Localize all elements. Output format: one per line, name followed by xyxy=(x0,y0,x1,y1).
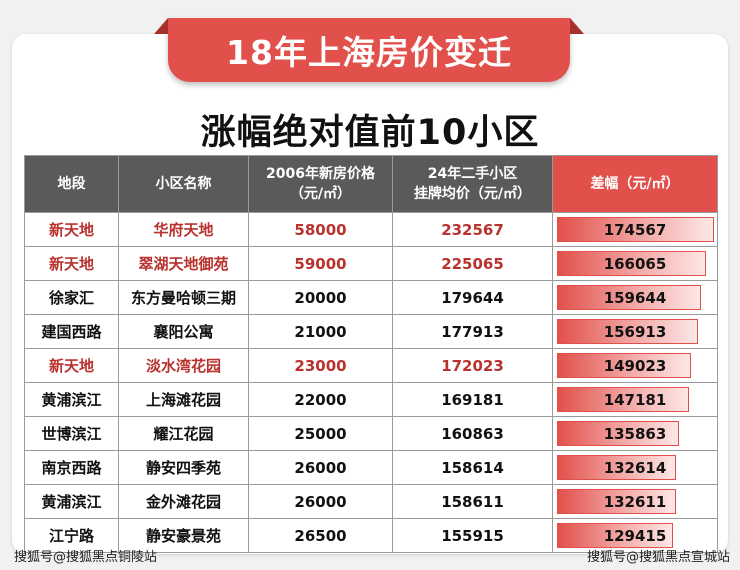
diff-value-label: 129415 xyxy=(603,526,667,545)
cell-name: 华府天地 xyxy=(118,212,249,247)
table-row: 新天地 华府天地 58000 232567 174567 xyxy=(24,212,718,247)
header-diff: 差幅（元/㎡） xyxy=(552,155,718,213)
cell-name: 襄阳公寓 xyxy=(118,314,249,349)
diff-bar xyxy=(557,455,677,480)
cell-area: 黄浦滨江 xyxy=(24,382,119,417)
cell-area: 新天地 xyxy=(24,212,119,247)
header-area: 地段 xyxy=(24,155,119,213)
table-body: 新天地 华府天地 58000 232567 174567 新天地 翠湖天地御苑 59000 22… xyxy=(24,212,718,553)
table-row: 南京西路 静安四季苑 26000 158614 132614 xyxy=(24,450,718,485)
cell-diff: 132611 xyxy=(552,484,718,519)
diff-value-label: 149023 xyxy=(603,356,667,375)
cell-price-2024: 169181 xyxy=(392,382,553,417)
cell-name: 金外滩花园 xyxy=(118,484,249,519)
diff-bar xyxy=(557,217,714,242)
cell-diff: 156913 xyxy=(552,314,718,349)
cell-name: 静安豪景苑 xyxy=(118,518,249,553)
cell-price-2024: 179644 xyxy=(392,280,553,315)
cell-area: 南京西路 xyxy=(24,450,119,485)
cell-diff: 129415 xyxy=(552,518,718,553)
cell-price-2024: 158614 xyxy=(392,450,553,485)
cell-diff: 135863 xyxy=(552,416,718,451)
cell-area: 新天地 xyxy=(24,348,119,383)
table-row: 世博滨江 耀江花园 25000 160863 135863 xyxy=(24,416,718,451)
cell-area: 世博滨江 xyxy=(24,416,119,451)
cell-price-2024: 160863 xyxy=(392,416,553,451)
table-subtitle: 涨幅绝对值前10小区 xyxy=(200,113,540,153)
table-row: 江宁路 静安豪景苑 26500 155915 129415 xyxy=(24,518,718,553)
cell-price-2024: 225065 xyxy=(392,246,553,281)
cell-price-2006: 59000 xyxy=(248,246,393,281)
cell-area: 徐家汇 xyxy=(24,280,119,315)
table-row: 建国西路 襄阳公寓 21000 177913 156913 xyxy=(24,314,718,349)
cell-price-2006: 26500 xyxy=(248,518,393,553)
table-row: 黄浦滨江 上海滩花园 22000 169181 147181 xyxy=(24,382,718,417)
diff-bar xyxy=(557,285,701,310)
diff-bar xyxy=(557,489,677,514)
cell-price-2006: 21000 xyxy=(248,314,393,349)
cell-diff: 159644 xyxy=(552,280,718,315)
cell-price-2024: 172023 xyxy=(392,348,553,383)
cell-price-2024: 177913 xyxy=(392,314,553,349)
header-price-2006: 2006年新房价格 （元/㎡） xyxy=(248,155,393,213)
header-price-2006-line2: （元/㎡） xyxy=(289,186,352,202)
cell-name: 淡水湾花园 xyxy=(118,348,249,383)
cell-name: 翠湖天地御苑 xyxy=(118,246,249,281)
cell-name: 静安四季苑 xyxy=(118,450,249,485)
diff-value-label: 135863 xyxy=(603,424,667,443)
cell-name: 东方曼哈顿三期 xyxy=(118,280,249,315)
table-row: 徐家汇 东方曼哈顿三期 20000 179644 159644 xyxy=(24,280,718,315)
cell-diff: 132614 xyxy=(552,450,718,485)
cell-price-2024: 232567 xyxy=(392,212,553,247)
diff-value-label: 159644 xyxy=(603,288,667,307)
header-price-2024-line1: 24年二手小区 xyxy=(427,166,518,182)
cell-diff: 174567 xyxy=(552,212,718,247)
cell-price-2006: 22000 xyxy=(248,382,393,417)
diff-bar xyxy=(557,353,692,378)
diff-bar xyxy=(557,421,680,446)
diff-bar xyxy=(557,387,690,412)
cell-name: 耀江花园 xyxy=(118,416,249,451)
header-name: 小区名称 xyxy=(118,155,249,213)
cell-price-2006: 26000 xyxy=(248,484,393,519)
cell-area: 建国西路 xyxy=(24,314,119,349)
watermark-left: 搜狐号@搜狐黑点铜陵站 xyxy=(14,550,158,565)
diff-bar xyxy=(557,523,674,548)
cell-diff: 149023 xyxy=(552,348,718,383)
ranking-table: 地段 小区名称 2006年新房价格 （元/㎡） 24年二手小区 挂牌均价（元/㎡… xyxy=(24,155,718,553)
diff-bar xyxy=(557,251,707,276)
cell-price-2024: 158611 xyxy=(392,484,553,519)
cell-price-2024: 155915 xyxy=(392,518,553,553)
table-row: 新天地 翠湖天地御苑 59000 225065 166065 xyxy=(24,246,718,281)
banner-title: 18年上海房价变迁 xyxy=(154,18,584,82)
diff-bar xyxy=(557,319,699,344)
cell-diff: 166065 xyxy=(552,246,718,281)
cell-name: 上海滩花园 xyxy=(118,382,249,417)
diff-value-label: 132611 xyxy=(603,492,667,511)
header-price-2006-line1: 2006年新房价格 xyxy=(266,166,375,182)
diff-value-label: 174567 xyxy=(603,220,667,239)
header-price-2024: 24年二手小区 挂牌均价（元/㎡） xyxy=(392,155,553,213)
cell-diff: 147181 xyxy=(552,382,718,417)
table-row: 新天地 淡水湾花园 23000 172023 149023 xyxy=(24,348,718,383)
cell-price-2006: 20000 xyxy=(248,280,393,315)
table-header-row: 地段 小区名称 2006年新房价格 （元/㎡） 24年二手小区 挂牌均价（元/㎡… xyxy=(24,155,718,213)
cell-price-2006: 26000 xyxy=(248,450,393,485)
cell-area: 江宁路 xyxy=(24,518,119,553)
diff-value-label: 166065 xyxy=(603,254,667,273)
cell-area: 黄浦滨江 xyxy=(24,484,119,519)
cell-price-2006: 58000 xyxy=(248,212,393,247)
diff-value-label: 156913 xyxy=(603,322,667,341)
cell-area: 新天地 xyxy=(24,246,119,281)
header-price-2024-line2: 挂牌均价（元/㎡） xyxy=(413,186,532,202)
diff-value-label: 132614 xyxy=(603,458,667,477)
cell-price-2006: 23000 xyxy=(248,348,393,383)
diff-value-label: 147181 xyxy=(603,390,667,409)
watermark-right: 搜狐号@搜狐黑点宣城站 xyxy=(586,550,730,565)
table-row: 黄浦滨江 金外滩花园 26000 158611 132611 xyxy=(24,484,718,519)
cell-price-2006: 25000 xyxy=(248,416,393,451)
